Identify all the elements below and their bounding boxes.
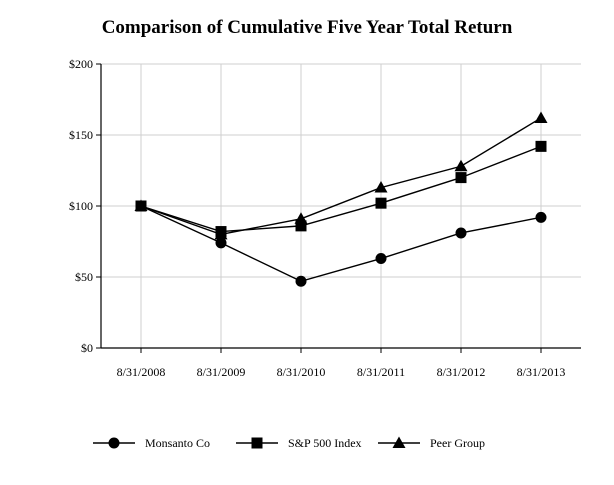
legend-label: Peer Group bbox=[430, 436, 485, 450]
series-circle bbox=[135, 200, 547, 287]
y-tick-label: $0 bbox=[81, 341, 93, 355]
x-tick-label: 8/31/2008 bbox=[117, 365, 166, 379]
legend-label: Monsanto Co bbox=[145, 436, 210, 450]
chart-title: Comparison of Cumulative Five Year Total… bbox=[102, 17, 513, 38]
x-axis-tick-labels: 8/31/2008 8/31/2009 8/31/2010 8/31/2011 8/31… bbox=[117, 365, 566, 379]
data-point-circle bbox=[455, 227, 467, 239]
data-point-circle bbox=[375, 253, 387, 265]
legend-marker-square bbox=[251, 437, 263, 449]
legend-marker-triangle bbox=[392, 436, 406, 448]
legend: Monsanto Co S&P 500 Index Peer Group bbox=[93, 436, 485, 450]
data-point-triangle bbox=[534, 111, 548, 123]
y-tick-label: $150 bbox=[69, 128, 93, 142]
axes bbox=[96, 63, 581, 353]
data-point-triangle bbox=[374, 181, 388, 193]
y-tick-label: $200 bbox=[69, 57, 93, 71]
data-series bbox=[134, 111, 548, 287]
data-point-circle bbox=[535, 211, 547, 223]
legend-item: Monsanto Co bbox=[93, 436, 210, 450]
legend-item: Peer Group bbox=[378, 436, 485, 450]
data-point-circle bbox=[295, 275, 307, 287]
data-point-triangle bbox=[454, 159, 468, 172]
x-tick-label: 8/31/2011 bbox=[357, 365, 405, 379]
data-point-triangle bbox=[134, 199, 148, 211]
y-tick-label: $50 bbox=[75, 270, 93, 284]
series-line bbox=[140, 117, 542, 236]
x-tick-label: 8/31/2013 bbox=[517, 365, 566, 379]
legend-label: S&P 500 Index bbox=[288, 436, 362, 450]
series-line bbox=[140, 205, 542, 283]
legend-item: S&P 500 Index bbox=[236, 436, 362, 450]
data-point-square bbox=[535, 140, 547, 152]
x-tick-label: 8/31/2009 bbox=[197, 365, 246, 379]
series-line bbox=[140, 145, 542, 233]
data-point-square bbox=[455, 172, 467, 184]
x-tick-label: 8/31/2010 bbox=[277, 365, 326, 379]
data-point-triangle bbox=[294, 212, 308, 224]
y-tick-label: $100 bbox=[69, 199, 93, 213]
data-point-triangle bbox=[214, 227, 228, 240]
series-triangle bbox=[134, 111, 548, 240]
series-square bbox=[135, 140, 547, 238]
data-point-square bbox=[375, 197, 387, 209]
grid-lines bbox=[101, 63, 581, 349]
y-axis-tick-labels: $0 $50 $100 $150 $200 bbox=[69, 57, 93, 355]
x-tick-label: 8/31/2012 bbox=[437, 365, 486, 379]
data-point-circle bbox=[215, 237, 227, 249]
legend-marker-circle bbox=[108, 437, 120, 449]
data-point-square bbox=[295, 220, 307, 232]
